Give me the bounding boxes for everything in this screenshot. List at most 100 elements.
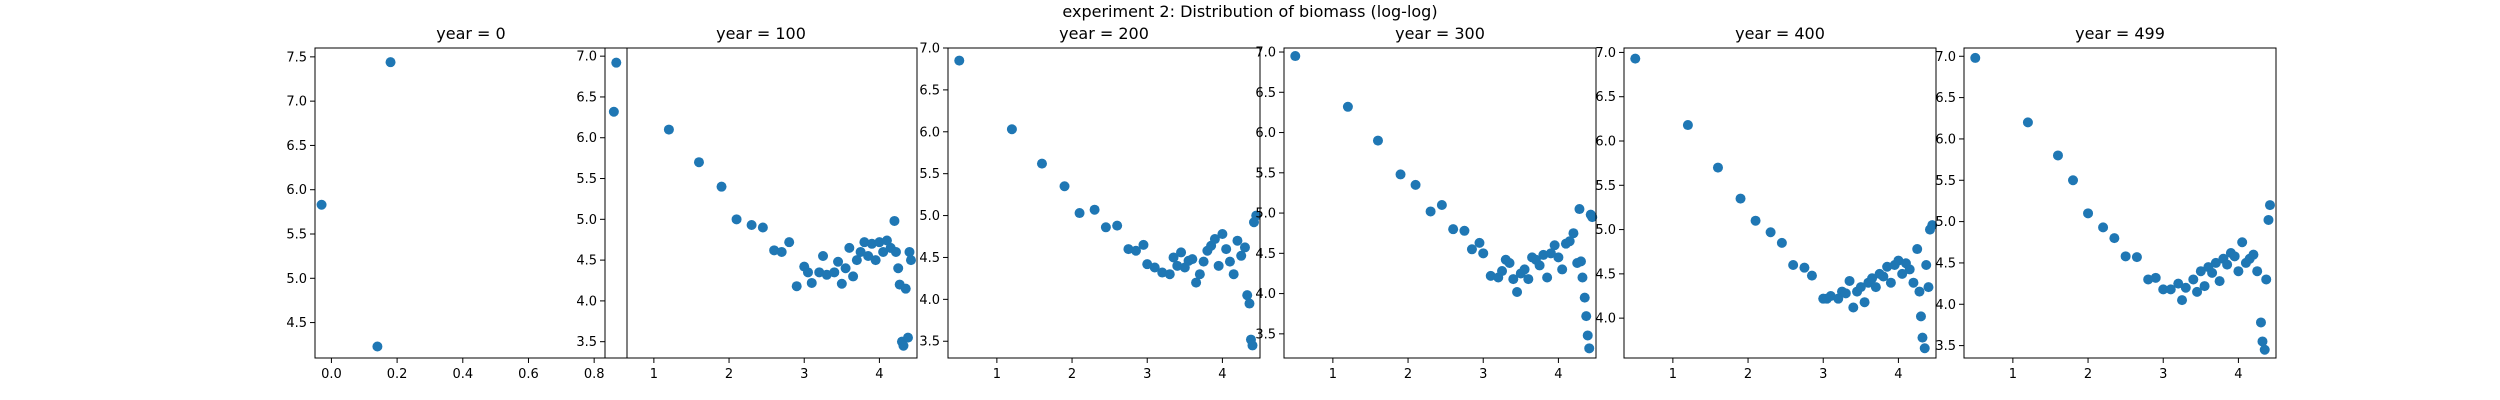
data-point (1575, 256, 1586, 267)
subplot-6: year = 499 1 2 3 4 3.5 4.0 4.5 5.0 5.5 6.0 6.5 7.0 (1935, 24, 2277, 382)
data-point (1912, 244, 1923, 255)
data-point (1878, 271, 1889, 282)
y-tick-label: 7.0 (919, 42, 940, 57)
data-point (1198, 256, 1209, 267)
x-tick-label: 2 (1744, 367, 1752, 382)
data-point (1542, 272, 1553, 283)
data-point (2229, 251, 2240, 262)
y-tick-label: 5.5 (919, 167, 940, 182)
data-point (1806, 270, 1817, 281)
axes-frame (314, 47, 628, 359)
data-point (1164, 269, 1175, 280)
data-point (1788, 260, 1799, 270)
data-point (769, 245, 780, 256)
data-point (1112, 220, 1123, 231)
data-point (881, 235, 892, 246)
data-point (1478, 248, 1489, 259)
data-point (866, 238, 877, 249)
data-point (1848, 302, 1859, 313)
data-point (1923, 282, 1934, 293)
y-tick-label: 7.0 (1255, 46, 1276, 61)
x-tick-label: 3 (1479, 367, 1487, 382)
y-tick-label: 5.0 (1935, 215, 1956, 230)
y-tick-label: 5.5 (1255, 166, 1276, 181)
x-tick-label: 3 (1143, 367, 1151, 382)
data-point (1089, 204, 1100, 215)
data-point (1395, 169, 1406, 180)
data-point (1290, 51, 1301, 62)
data-point (1523, 274, 1534, 285)
data-point (2173, 278, 2184, 289)
data-point (1217, 229, 1228, 239)
y-tick-label: 4.5 (1595, 267, 1616, 282)
data-point (1410, 179, 1421, 190)
data-point (611, 57, 622, 68)
data-point (2199, 281, 2210, 292)
data-point (1545, 248, 1556, 259)
data-point (2083, 208, 2094, 219)
x-tick-label: 4 (875, 367, 883, 382)
data-point (1927, 220, 1938, 231)
data-point (806, 277, 817, 288)
data-point (1840, 288, 1851, 299)
data-point (1577, 272, 1588, 283)
y-tick-label: 6.5 (1595, 90, 1616, 105)
data-point (890, 246, 901, 257)
subplot-5: year = 400 1 2 3 4 4.0 4.5 5.0 5.5 6.0 6.5 7.0 (1595, 24, 1938, 382)
data-point (1221, 244, 1232, 255)
data-point (1587, 212, 1598, 223)
axes-frame (604, 47, 918, 359)
y-tick-label: 5.0 (1595, 223, 1616, 238)
subplot-title: year = 0 (436, 24, 505, 43)
y-tick-label: 3.5 (1935, 339, 1956, 354)
data-point (1855, 282, 1866, 293)
x-tick-label: 3 (2159, 367, 2167, 382)
y-tick-label: 5.5 (1595, 179, 1616, 194)
data-point (1448, 224, 1459, 235)
data-point (855, 246, 866, 257)
data-point (1191, 277, 1202, 288)
data-point (2068, 175, 2079, 186)
y-tick-label: 7.0 (1595, 46, 1616, 61)
data-point (902, 332, 913, 343)
data-point (1630, 53, 1641, 64)
data-point (1036, 158, 1047, 169)
data-point (829, 267, 840, 278)
data-point (1142, 259, 1153, 270)
data-point (1776, 237, 1787, 248)
data-point (385, 57, 396, 68)
data-point (863, 251, 874, 262)
y-tick-label: 5.0 (919, 209, 940, 224)
data-point (2248, 249, 2259, 260)
data-point (1242, 290, 1253, 301)
y-tick-label: 3.5 (919, 335, 940, 350)
data-point (1508, 274, 1519, 285)
y-tick-label: 5.0 (286, 272, 307, 287)
data-point (874, 237, 885, 248)
y-tick-label: 5.5 (286, 228, 307, 243)
y-tick-label: 4.5 (919, 251, 940, 266)
data-point (1908, 277, 1919, 288)
x-tick-label: 3 (800, 367, 808, 382)
data-point (1236, 250, 1247, 261)
data-point (2207, 267, 2218, 278)
data-point (1904, 264, 1915, 275)
data-point (1247, 340, 1258, 351)
data-point (1882, 261, 1893, 272)
data-point (2131, 252, 2142, 263)
data-point (1564, 236, 1575, 247)
data-point (2214, 276, 2225, 287)
y-tick-label: 5.0 (1255, 207, 1276, 222)
data-point (1765, 227, 1776, 238)
data-point (1682, 120, 1693, 131)
data-point (2177, 295, 2188, 306)
data-point (889, 215, 900, 226)
data-point (1712, 162, 1723, 173)
data-point (1549, 240, 1560, 251)
data-point (2150, 272, 2161, 283)
data-point (791, 281, 802, 292)
data-point (1425, 206, 1436, 217)
data-point (848, 271, 859, 282)
data-point (1228, 269, 1239, 280)
subplot-title: year = 499 (2075, 24, 2165, 43)
